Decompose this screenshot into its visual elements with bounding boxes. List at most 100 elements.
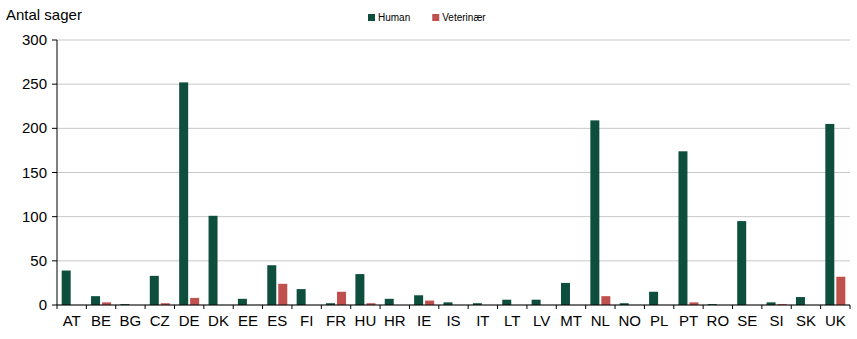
x-tick [526, 305, 527, 309]
y-tick [52, 216, 57, 217]
y-tick-label: 50 [30, 252, 47, 269]
x-tick [732, 305, 733, 309]
x-tick-label: IS [446, 312, 460, 329]
x-tick-label: MT [560, 312, 582, 329]
y-tick-label: 200 [22, 119, 47, 136]
y-axis [57, 40, 58, 305]
x-tick-label: HU [355, 312, 377, 329]
bar [267, 265, 276, 305]
x-tick-label: PL [650, 312, 668, 329]
bar [62, 271, 71, 305]
bar [737, 221, 746, 305]
x-tick [203, 305, 204, 309]
x-tick [262, 305, 263, 309]
x-tick [644, 305, 645, 309]
y-tick [52, 172, 57, 173]
x-tick-label: DK [208, 312, 229, 329]
grid-line [57, 40, 850, 41]
bar [385, 299, 394, 305]
x-tick [291, 305, 292, 309]
x-tick [791, 305, 792, 309]
x-tick [350, 305, 351, 309]
bar [678, 151, 687, 305]
x-tick [86, 305, 87, 309]
x-tick [145, 305, 146, 309]
grid-line [57, 216, 850, 217]
x-tick-label: NL [591, 312, 610, 329]
bar [825, 124, 834, 305]
x-tick [233, 305, 234, 309]
x-tick-label: IT [476, 312, 489, 329]
x-tick-label: SE [737, 312, 757, 329]
bar [297, 289, 306, 305]
x-tick [438, 305, 439, 309]
bar [796, 297, 805, 305]
x-tick-label: EE [238, 312, 258, 329]
y-tick-label: 0 [39, 296, 47, 313]
legend-swatch [368, 14, 375, 21]
bar [238, 299, 247, 305]
legend-label: Human [378, 12, 410, 23]
bar [179, 82, 188, 305]
legend-label: Veterinær [442, 12, 486, 23]
bar [836, 277, 845, 305]
x-tick [556, 305, 557, 309]
x-tick-label: ES [267, 312, 287, 329]
x-tick [57, 305, 58, 309]
bar [91, 296, 100, 305]
x-tick [115, 305, 116, 309]
x-tick-label: PT [679, 312, 698, 329]
x-tick-label: BG [120, 312, 142, 329]
bar [150, 276, 159, 305]
bar [649, 292, 658, 305]
y-tick-label: 250 [22, 75, 47, 92]
grid-line [57, 260, 850, 261]
bar [355, 274, 364, 305]
x-tick-label: HR [384, 312, 406, 329]
y-tick [52, 40, 57, 41]
x-tick-label: DE [179, 312, 200, 329]
bar [414, 295, 423, 305]
bar [190, 298, 199, 305]
y-axis-label: Antal sager [6, 6, 82, 23]
bars [62, 82, 846, 305]
x-tick-label: IE [417, 312, 431, 329]
x-tick [468, 305, 469, 309]
bar [278, 284, 287, 305]
x-tick-label: UK [825, 312, 846, 329]
x-tick-label: NO [618, 312, 641, 329]
x-tick-label: RO [707, 312, 730, 329]
x-tick [321, 305, 322, 309]
y-tick [52, 84, 57, 85]
grid-line [57, 128, 850, 129]
x-tick [409, 305, 410, 309]
x-tick-label: FI [300, 312, 313, 329]
x-tick [673, 305, 674, 309]
x-tick-label: AT [63, 312, 81, 329]
x-tick-label: SI [769, 312, 783, 329]
x-tick-label: BE [91, 312, 111, 329]
x-tick [380, 305, 381, 309]
x-tick [820, 305, 821, 309]
y-tick-label: 150 [22, 164, 47, 181]
grid-line [57, 84, 850, 85]
x-axis [57, 305, 850, 306]
grid-line [57, 172, 850, 173]
x-tick-label: SK [796, 312, 816, 329]
x-tick-label: FR [326, 312, 346, 329]
x-tick-label: CZ [150, 312, 170, 329]
y-tick-label: 100 [22, 208, 47, 225]
legend-swatch [432, 14, 439, 21]
bar [502, 300, 511, 305]
y-tick [52, 305, 57, 306]
x-tick [615, 305, 616, 309]
grid-line [57, 305, 850, 306]
x-tick [850, 305, 851, 309]
bar [209, 216, 218, 305]
x-tick [703, 305, 704, 309]
x-tick-label: LV [533, 312, 550, 329]
x-tick [174, 305, 175, 309]
bar [532, 300, 541, 305]
x-tick-label: LT [504, 312, 520, 329]
bar [561, 283, 570, 305]
